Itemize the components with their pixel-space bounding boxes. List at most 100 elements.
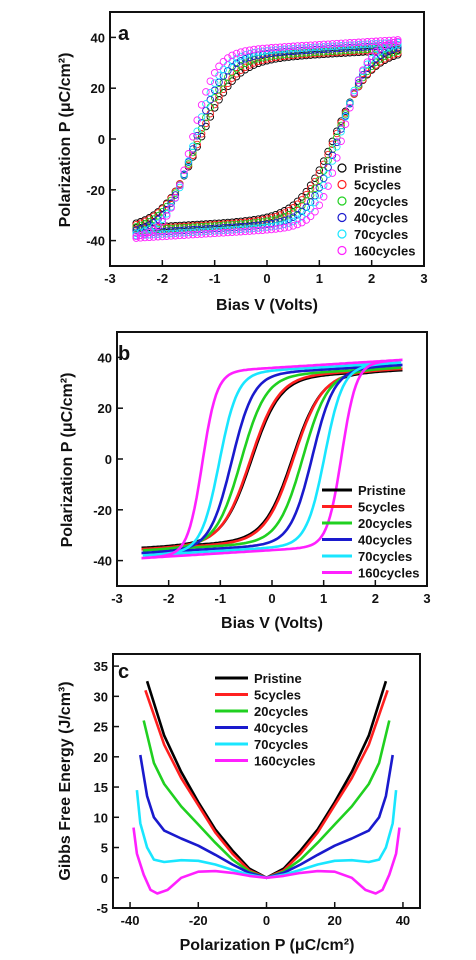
panel-a-point	[210, 86, 219, 95]
panel-a-point	[215, 71, 223, 80]
panel-a-legend-entry: 20cycles	[354, 194, 408, 209]
panel-a-point	[319, 193, 328, 201]
panel-a-point	[328, 45, 337, 53]
panel-c-y-tick-label: 30	[94, 689, 108, 704]
panel-a-point	[337, 42, 345, 50]
panel-c-x-tick-label: 40	[396, 913, 410, 928]
panel-a-x-tick-label: 2	[368, 271, 375, 286]
panel-a-point	[363, 58, 372, 66]
panel-b-legend-entry: 70cycles	[358, 549, 412, 564]
panel-b: b -3 -2 -1 0 1 2 3 -40 -20 0 20 40 Pristine 5cycles2…	[59, 331, 431, 632]
panel-a-point	[276, 214, 284, 222]
panel-a-point	[254, 226, 263, 235]
panel-a-point	[346, 41, 354, 50]
panel-a-point	[215, 229, 223, 237]
panel-a-point	[245, 227, 254, 235]
panel-a-point	[346, 44, 354, 52]
panel-b-y-tick-label: 0	[105, 452, 112, 467]
panel-a-point	[202, 122, 210, 131]
panel-b-series-20cycles	[142, 366, 402, 552]
panel-a-point	[333, 129, 341, 138]
panel-a-point	[367, 45, 376, 53]
panel-a-point	[189, 230, 197, 239]
panel-a-point	[167, 224, 175, 233]
panel-a-point	[333, 138, 341, 147]
panel-a-point	[228, 74, 236, 82]
panel-a-point	[258, 44, 267, 53]
panel-a-point	[219, 65, 228, 74]
panel-a-point	[241, 59, 249, 68]
panel-a-point	[237, 69, 245, 77]
panel-a-point	[149, 215, 158, 223]
panel-b-y-axis-label: Polarization P (μC/cm²)	[59, 373, 76, 548]
panel-a-point	[311, 46, 319, 54]
panel-a-point	[158, 225, 167, 233]
panel-c-series-160cycles	[132, 827, 401, 895]
panel-a-point	[215, 224, 223, 232]
panel-a-point	[158, 218, 167, 226]
panel-a-point	[232, 49, 241, 58]
panel-c-y-tick-label: 25	[94, 720, 108, 735]
panel-c-x-tick-label: -40	[121, 913, 140, 928]
panel-a-point	[315, 166, 324, 174]
panel-c-letter: c	[118, 661, 129, 683]
panel-a-point	[184, 157, 193, 165]
panel-a-point	[215, 62, 223, 71]
panel-a-point	[280, 212, 289, 221]
panel-a-point	[210, 104, 219, 112]
panel-c-y-tick-label: 5	[101, 841, 108, 856]
panel-b-plot-area	[141, 358, 403, 560]
panel-a-point	[363, 38, 372, 46]
panel-a-point	[293, 200, 302, 208]
panel-a-point	[324, 182, 332, 190]
panel-a-point	[245, 57, 254, 66]
panel-a-y-tick-label: 0	[98, 132, 105, 147]
panel-a-point	[202, 222, 210, 231]
panel-a-point	[324, 147, 332, 156]
panel-a-point	[132, 220, 140, 229]
panel-a-point	[219, 226, 228, 235]
panel-a-point	[319, 45, 328, 54]
panel-a-point	[311, 43, 319, 52]
panel-c-y-tick-label: 15	[94, 780, 108, 795]
panel-a-point	[293, 220, 302, 229]
panel-a-point	[280, 209, 289, 217]
panel-a-point	[328, 40, 337, 48]
panel-a-point	[376, 37, 385, 45]
panel-a-point	[271, 219, 280, 227]
panel-a-point	[306, 204, 315, 213]
panel-a-point	[176, 181, 184, 189]
panel-b-x-tick-label: 3	[423, 591, 430, 606]
panel-a-legend-entry: 160cycles	[354, 244, 415, 259]
panel-a-point	[394, 36, 402, 44]
panel-a-point	[367, 65, 376, 73]
panel-a-point	[202, 225, 210, 233]
panel-b-x-tick-label: 0	[268, 591, 275, 606]
panel-a-point	[367, 42, 376, 51]
panel-a-point	[232, 225, 241, 234]
panel-a-point	[376, 51, 385, 60]
panel-a-point	[184, 160, 193, 168]
panel-a-point	[306, 41, 315, 49]
panel-a-point	[154, 232, 162, 241]
panel-a-point	[363, 70, 372, 78]
panel-a-point	[324, 45, 332, 53]
panel-a-point	[359, 38, 367, 46]
panel-b-y-tick-label: -40	[93, 554, 112, 569]
panel-a-point	[206, 77, 215, 85]
panel-a-point	[228, 77, 236, 85]
panel-a-point	[219, 229, 228, 237]
panel-a-point	[241, 227, 249, 236]
panel-a-point	[298, 46, 306, 55]
panel-a-point	[215, 221, 223, 230]
panel-a-point	[354, 81, 363, 89]
panel-a-point	[162, 210, 171, 218]
panel-a-point	[197, 225, 206, 233]
panel-a-point	[385, 36, 393, 45]
panel-a-point	[184, 223, 193, 232]
panel-a-point	[328, 42, 337, 51]
panel-a-point	[250, 61, 258, 69]
panel-c-legend-entry: 70cycles	[254, 737, 308, 752]
